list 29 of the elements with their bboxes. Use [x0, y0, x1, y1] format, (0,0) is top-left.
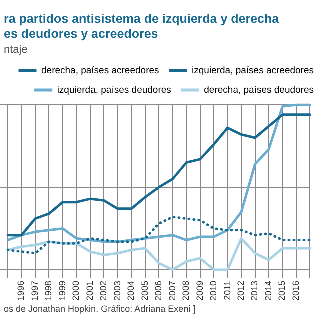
- legend-label: derecha, países acreedores: [41, 65, 160, 76]
- x-tick-label: 2003: [112, 280, 122, 302]
- x-tick-label: 2011: [222, 280, 232, 300]
- x-tick-label: 2012: [236, 280, 246, 302]
- legend-label: izquierda, países acreedores: [192, 65, 314, 76]
- chart-subtitle: es deudores y acreedores: [4, 27, 158, 41]
- x-tick-label: 1997: [30, 280, 40, 302]
- legend-label: izquierda, países deudores: [57, 84, 172, 96]
- y-axis-title: ntaje: [3, 43, 29, 56]
- x-tick-label: 2005: [140, 280, 150, 302]
- x-tick-label: 2001: [84, 280, 95, 302]
- x-tick-label: 2007: [167, 280, 178, 302]
- x-tick-label: 2014: [263, 280, 274, 302]
- chart-title: ra partidos antisistema de izquierda y derecha: [4, 12, 280, 26]
- x-tick-label: 2000: [71, 280, 82, 302]
- x-tick-label: 2013: [250, 280, 260, 302]
- legend-label: derecha, países deudores: [204, 84, 314, 96]
- x-tick-label: 2010: [208, 280, 219, 302]
- text: os de Jonathan Hopkin. Gráfico: Adriana Exeni ]: [3, 304, 197, 314]
- x-tick-label: 2004: [126, 280, 136, 302]
- x-tick-label: 2015: [277, 280, 288, 302]
- x-tick-label: 2006: [154, 280, 164, 302]
- x-tick-label: 2016: [290, 280, 301, 302]
- x-tick-label: 2009: [194, 280, 205, 302]
- x-tick-label: 1996: [16, 280, 26, 302]
- x-tick-label: 2008: [181, 280, 192, 302]
- x-tick-label: 1998: [44, 280, 54, 302]
- x-tick-label: 2002: [98, 280, 109, 302]
- x-tick-label: 1999: [57, 280, 68, 302]
